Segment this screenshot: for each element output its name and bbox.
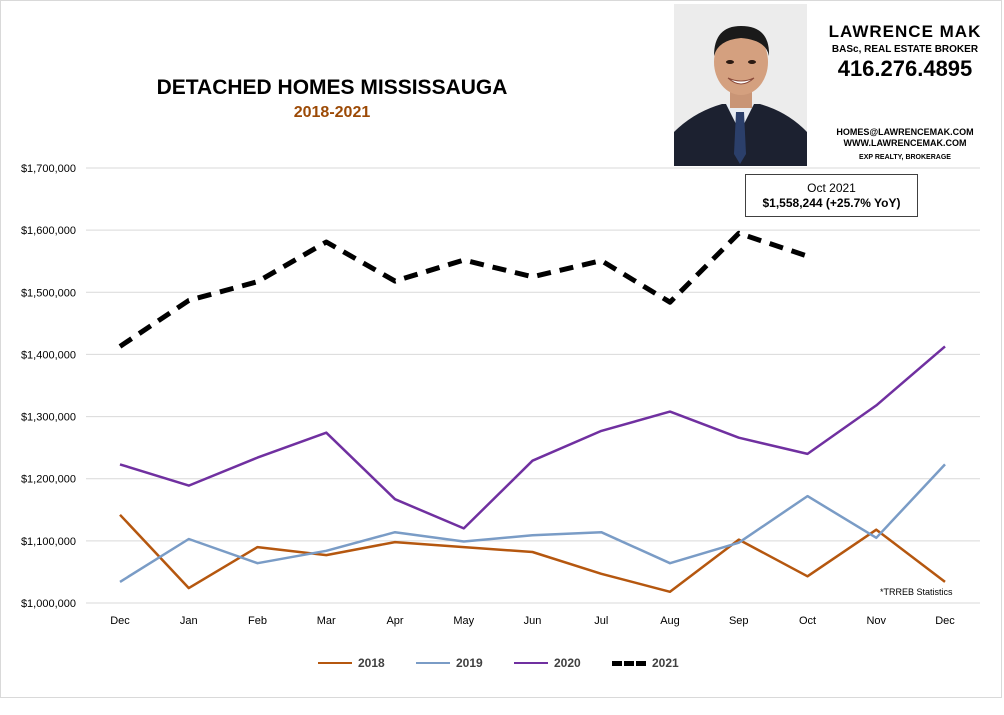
x-tick-label: Aug — [660, 615, 680, 627]
series-line-2020 — [119, 345, 946, 530]
y-tick-label: $1,000,000 — [21, 598, 76, 610]
series-lines — [118, 230, 946, 594]
oct-2021-callout: Oct 2021 $1,558,244 (+25.7% YoY) — [745, 174, 918, 217]
legend-swatch — [514, 662, 548, 664]
agent-contact: HOMES@LAWRENCEMAK.COM WWW.LAWRENCEMAK.CO… — [812, 127, 998, 163]
callout-label: Oct 2021 — [807, 181, 856, 195]
gridlines — [86, 167, 980, 604]
legend-item-2021: 2021 — [612, 653, 679, 673]
legend-item-2020: 2020 — [514, 653, 581, 673]
x-axis-ticks: Dec Jan Feb Mar Apr May Jun Jul Aug Sep Oct Nov Dec — [110, 615, 955, 627]
x-tick-label: May — [453, 615, 474, 627]
source-note: *TRREB Statistics — [880, 587, 953, 597]
x-tick-label: Dec — [935, 615, 955, 627]
x-tick-label: Dec — [110, 615, 130, 627]
y-tick-label: $1,500,000 — [21, 287, 76, 299]
legend-swatch — [612, 660, 646, 666]
y-tick-label: $1,700,000 — [21, 163, 76, 175]
legend-label: 2021 — [652, 656, 679, 670]
x-tick-label: Apr — [386, 615, 403, 627]
agent-portrait-image — [674, 4, 807, 166]
x-tick-label: Jun — [524, 615, 542, 627]
y-tick-label: $1,400,000 — [21, 349, 76, 361]
chart-legend: 2018 2019 2020 2021 — [0, 653, 1004, 673]
y-tick-label: $1,300,000 — [21, 412, 76, 424]
x-tick-label: Jan — [180, 615, 198, 627]
chart-subtitle: 2018-2021 — [293, 104, 371, 121]
chart-frame — [0, 0, 1002, 698]
agent-photo — [674, 4, 807, 166]
x-tick-label: Feb — [248, 615, 267, 627]
x-tick-label: Oct — [799, 615, 816, 627]
agent-brokerage: EXP REALTY, BROKERAGE — [859, 154, 951, 161]
legend-item-2018: 2018 — [318, 653, 385, 673]
legend-label: 2018 — [358, 656, 385, 670]
agent-email: HOMES@LAWRENCEMAK.COM — [836, 127, 974, 137]
legend-item-2019: 2019 — [416, 653, 483, 673]
agent-role: BASc, REAL ESTATE BROKER — [831, 44, 979, 55]
y-axis-ticks: $1,000,000 $1,100,000 $1,200,000 $1,300,000… — [21, 163, 76, 610]
legend-label: 2020 — [554, 656, 581, 670]
series-line-2019 — [119, 463, 946, 583]
legend-swatch — [318, 662, 352, 664]
agent-website: WWW.LAWRENCEMAK.COM — [843, 138, 967, 148]
line-chart: $1,000,000 $1,100,000 $1,200,000 $1,300,000… — [21, 163, 980, 627]
x-tick-label: Sep — [729, 615, 749, 627]
series-line-2018 — [119, 513, 946, 594]
agent-branding: LAWRENCE MAK BASc, REAL ESTATE BROKER 41… — [812, 22, 998, 82]
legend-swatch — [416, 662, 450, 664]
y-tick-label: $1,100,000 — [21, 536, 76, 548]
series-line-2021 — [118, 230, 809, 349]
x-tick-label: Nov — [866, 615, 886, 627]
callout-value: $1,558,244 (+25.7% YoY) — [762, 196, 901, 210]
y-tick-label: $1,600,000 — [21, 225, 76, 237]
agent-name: LAWRENCE MAK — [828, 22, 982, 41]
x-tick-label: Jul — [594, 615, 608, 627]
agent-phone: 416.276.4895 — [837, 56, 973, 81]
x-tick-label: Mar — [317, 615, 336, 627]
chart-title: DETACHED HOMES MISSISSAUGA — [156, 76, 508, 99]
y-tick-label: $1,200,000 — [21, 474, 76, 486]
legend-label: 2019 — [456, 656, 483, 670]
